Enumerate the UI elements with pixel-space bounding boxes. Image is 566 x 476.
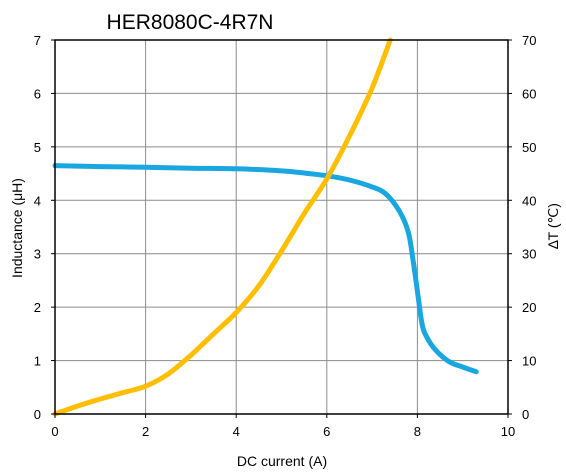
- x-tick-label: 10: [501, 424, 515, 439]
- chart-title: HER8080C-4R7N: [107, 11, 274, 34]
- y-left-tick-label: 5: [34, 140, 41, 155]
- y-left-tick-label: 6: [34, 86, 41, 101]
- y-right-tick-label: 20: [522, 300, 536, 315]
- series-layer: [52, 37, 479, 417]
- y-right-tick-label: 50: [522, 140, 536, 155]
- y-right-tick-label: 0: [522, 407, 529, 422]
- inductance-line: [52, 163, 479, 375]
- y-left-tick-label: 2: [34, 300, 41, 315]
- x-axis-label: DC current (A): [237, 453, 327, 469]
- temperature-rise-line: [52, 37, 393, 417]
- x-tick-label: 0: [51, 424, 58, 439]
- y-right-tick-label: 60: [522, 86, 536, 101]
- y-left-tick-label: 0: [34, 407, 41, 422]
- x-tick-label: 6: [323, 424, 330, 439]
- x-tick-label: 8: [414, 424, 421, 439]
- plot-frame: [54, 39, 509, 415]
- grid-layer: [55, 40, 508, 414]
- y-left-tick-label: 3: [34, 247, 41, 262]
- y-right-tick-label: 30: [522, 247, 536, 262]
- y-left-tick-label: 4: [34, 193, 41, 208]
- y-right-tick-label: 10: [522, 354, 536, 369]
- y-left-tick-label: 7: [34, 33, 41, 48]
- y-axis-left-label: Inductance (μH): [9, 178, 25, 278]
- y-axis-right-label: ∆T (℃): [545, 203, 561, 249]
- y-left-tick-label: 1: [34, 354, 41, 369]
- x-tick-label: 4: [233, 424, 240, 439]
- y-right-tick-label: 40: [522, 193, 536, 208]
- x-tick-label: 2: [142, 424, 149, 439]
- y-right-tick-label: 70: [522, 33, 536, 48]
